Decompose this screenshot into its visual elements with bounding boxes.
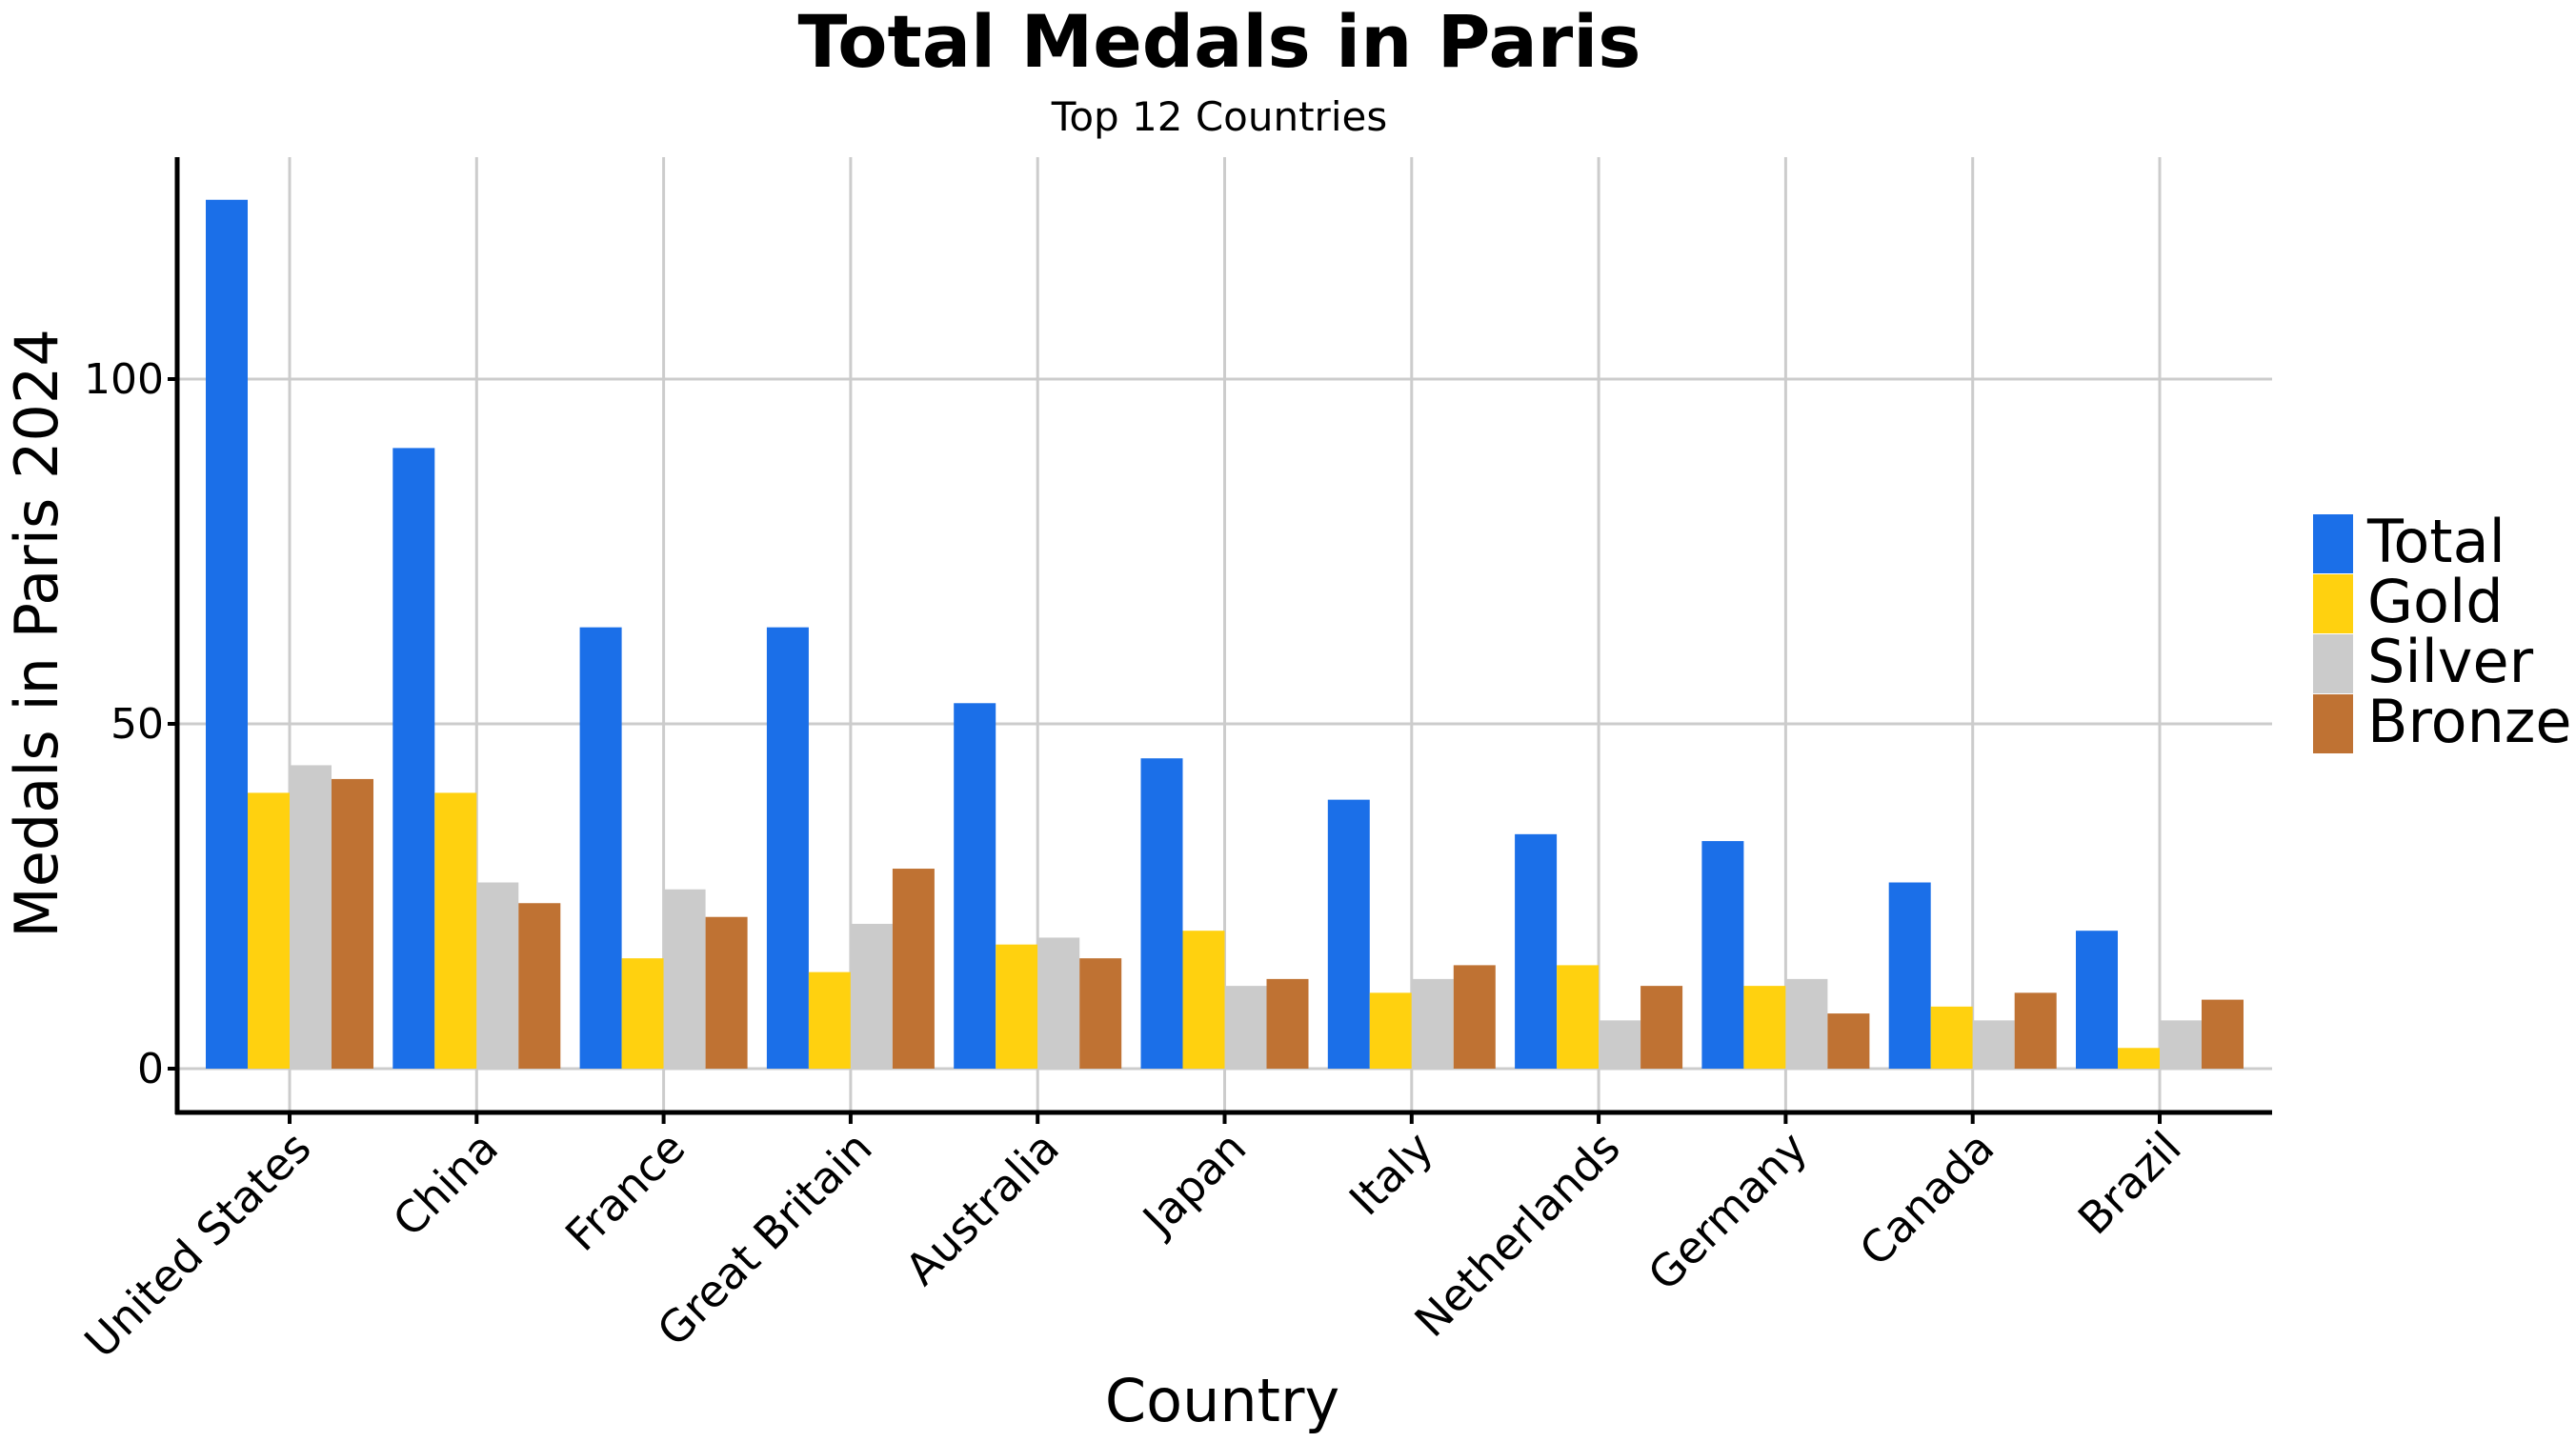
x-tick-label: Japan — [1131, 1122, 1256, 1247]
bar-bronze-france — [705, 916, 748, 1069]
legend-label-total: Total — [2366, 507, 2506, 576]
bar-gold-canada — [1930, 1006, 1973, 1069]
bar-gold-australia — [996, 944, 1038, 1069]
bar-silver-italy — [1411, 978, 1454, 1069]
bar-total-japan — [1140, 758, 1183, 1069]
legend-swatch-silver — [2313, 634, 2353, 693]
bar-total-germany — [1701, 841, 1744, 1069]
legend-swatch-bronze — [2313, 694, 2353, 753]
bar-total-united-states — [206, 199, 248, 1069]
x-tick-label: Germany — [1638, 1122, 1817, 1301]
y-tick-labels: 0 50 100 — [84, 355, 164, 1093]
legend-label-bronze: Bronze — [2367, 687, 2572, 756]
y-tick-label: 0 — [137, 1045, 164, 1093]
bar-silver-canada — [1972, 1020, 2015, 1069]
chart-subtitle: Top 12 Countries — [1051, 93, 1387, 140]
bar-gold-japan — [1182, 931, 1225, 1069]
bar-bronze-italy — [1453, 965, 1496, 1069]
bar-silver-brazil — [2160, 1020, 2202, 1069]
y-tick-label: 50 — [111, 700, 164, 749]
bar-bronze-netherlands — [1640, 986, 1683, 1069]
bar-silver-united-states — [290, 765, 332, 1069]
bar-gold-germany — [1743, 986, 1786, 1069]
bar-silver-japan — [1224, 986, 1267, 1069]
bar-silver-germany — [1785, 978, 1828, 1069]
chart-title: Total Medals in Paris — [797, 0, 1640, 84]
legend-label-silver: Silver — [2367, 627, 2534, 696]
bar-gold-great-britain — [808, 971, 851, 1069]
x-tick-label: United States — [74, 1122, 320, 1368]
legend-swatch-gold — [2313, 574, 2353, 633]
legend-label-gold: Gold — [2367, 567, 2504, 636]
x-tick-label: China — [383, 1122, 508, 1247]
bar-bronze-united-states — [332, 778, 373, 1069]
bar-total-france — [579, 627, 622, 1069]
bar-bronze-great-britain — [892, 869, 935, 1069]
bar-silver-france — [663, 889, 706, 1069]
bar-total-netherlands — [1515, 833, 1558, 1069]
bar-gold-china — [434, 792, 477, 1069]
bar-gold-france — [621, 958, 664, 1069]
bar-gold-brazil — [2118, 1048, 2160, 1069]
x-tick-label: Canada — [1850, 1122, 2004, 1276]
bar-total-australia — [954, 703, 996, 1069]
bar-gold-italy — [1369, 992, 1412, 1069]
bar-bronze-brazil — [2202, 999, 2244, 1069]
bar-total-china — [392, 448, 435, 1069]
bar-bronze-australia — [1079, 958, 1122, 1069]
x-tick-label: France — [555, 1122, 694, 1261]
bar-total-great-britain — [766, 627, 809, 1069]
bar-silver-china — [476, 882, 519, 1069]
bar-silver-great-britain — [850, 923, 893, 1069]
bar-total-brazil — [2076, 931, 2118, 1069]
y-tick-label: 100 — [84, 355, 164, 404]
bar-bronze-canada — [2014, 992, 2057, 1069]
bar-silver-australia — [1037, 937, 1080, 1069]
x-axis-title: Country — [1105, 1366, 1339, 1435]
bar-total-italy — [1327, 799, 1370, 1069]
bar-silver-netherlands — [1599, 1020, 1641, 1069]
bar-bronze-china — [518, 903, 561, 1069]
y-axis-title: Medals in Paris 2024 — [2, 329, 71, 938]
bars — [206, 199, 2244, 1069]
bar-gold-netherlands — [1557, 965, 1600, 1069]
x-tick-label: Brazil — [2068, 1122, 2191, 1245]
bar-bronze-japan — [1266, 978, 1309, 1069]
bar-gold-united-states — [248, 792, 290, 1069]
bar-total-canada — [1888, 882, 1931, 1069]
bar-bronze-germany — [1827, 1013, 1870, 1069]
axes — [168, 157, 2272, 1124]
x-tick-label: Italy — [1339, 1122, 1443, 1226]
x-tick-label: Australia — [896, 1122, 1069, 1295]
legend-swatch-total — [2313, 514, 2353, 573]
